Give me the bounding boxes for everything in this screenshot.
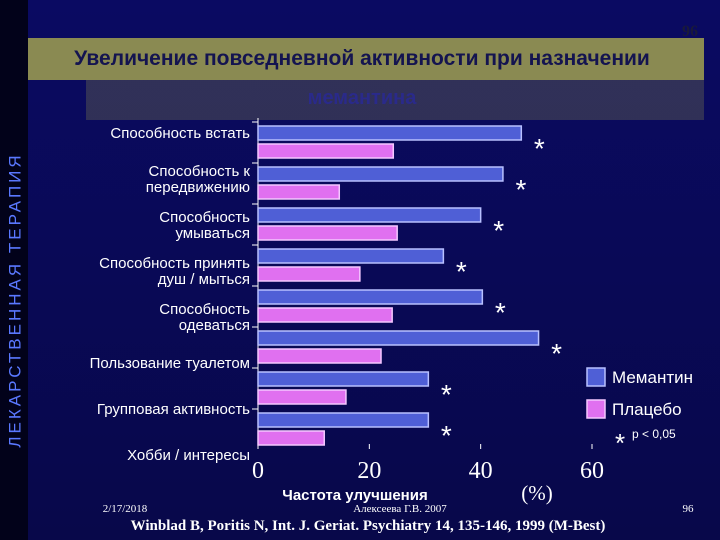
x-axis-label: Частота улучшения bbox=[282, 487, 427, 504]
significance-marker: * bbox=[456, 256, 467, 287]
significance-marker: * bbox=[551, 338, 562, 369]
bar bbox=[257, 166, 504, 182]
category-label: Пользование туалетом bbox=[90, 355, 250, 372]
significance-marker: * bbox=[495, 297, 506, 328]
bar bbox=[257, 184, 341, 200]
category-label: Хобби / интересы bbox=[127, 447, 250, 464]
bar bbox=[257, 307, 393, 323]
sidebar-text: ЛЕКАРСТВЕННАЯ ТЕРАПИЯ bbox=[5, 152, 24, 447]
category-label: Способность принять душ / мыться bbox=[99, 255, 250, 288]
bar bbox=[257, 389, 347, 405]
legend-marker: * bbox=[615, 428, 625, 458]
bar bbox=[257, 207, 482, 223]
x-tick-label: 0 bbox=[252, 458, 264, 484]
bar bbox=[257, 371, 430, 387]
page-number: 96 bbox=[682, 23, 698, 40]
bar bbox=[257, 289, 484, 305]
category-label: Способность встать bbox=[110, 125, 250, 142]
significance-marker: * bbox=[493, 215, 504, 246]
legend-swatch bbox=[586, 367, 606, 387]
x-tick-label: 20 bbox=[357, 458, 381, 484]
date: 2/17/2018 bbox=[103, 503, 148, 515]
chart-title: Увеличение повседневной активности при н… bbox=[74, 47, 650, 70]
legend-swatch bbox=[586, 399, 606, 419]
bar bbox=[257, 348, 382, 364]
category-label: Способность умываться bbox=[159, 209, 250, 242]
bar bbox=[257, 430, 325, 446]
x-axis-unit: (%) bbox=[521, 481, 552, 505]
author: Алексеева Г.В. 2007 bbox=[353, 503, 447, 515]
x-tick-label: 60 bbox=[580, 458, 604, 484]
chart-subtitle: мемантина bbox=[308, 87, 418, 109]
footer-number: 96 bbox=[683, 503, 695, 515]
legend-note: p < 0,05 bbox=[632, 427, 676, 441]
title-box bbox=[28, 38, 704, 80]
bar bbox=[257, 143, 395, 159]
category-label: Способность одеваться bbox=[159, 301, 250, 334]
bar bbox=[257, 330, 540, 346]
significance-marker: * bbox=[534, 133, 545, 164]
bar bbox=[257, 125, 523, 141]
significance-marker: * bbox=[441, 420, 452, 451]
bar bbox=[257, 412, 430, 428]
sidebar bbox=[0, 0, 28, 540]
legend-label: Плацебо bbox=[612, 400, 682, 419]
x-tick-label: 40 bbox=[469, 458, 493, 484]
subtitle-box bbox=[86, 80, 704, 120]
bar bbox=[257, 248, 445, 264]
bar bbox=[257, 266, 361, 282]
significance-marker: * bbox=[515, 174, 526, 205]
reference: Winblad B, Poritis N, Int. J. Geriat. Ps… bbox=[131, 518, 606, 534]
category-label: Групповая активность bbox=[97, 401, 250, 418]
significance-marker: * bbox=[441, 379, 452, 410]
legend-label: Мемантин bbox=[612, 368, 693, 387]
category-label: Способность к передвижению bbox=[146, 163, 251, 196]
bar bbox=[257, 225, 398, 241]
